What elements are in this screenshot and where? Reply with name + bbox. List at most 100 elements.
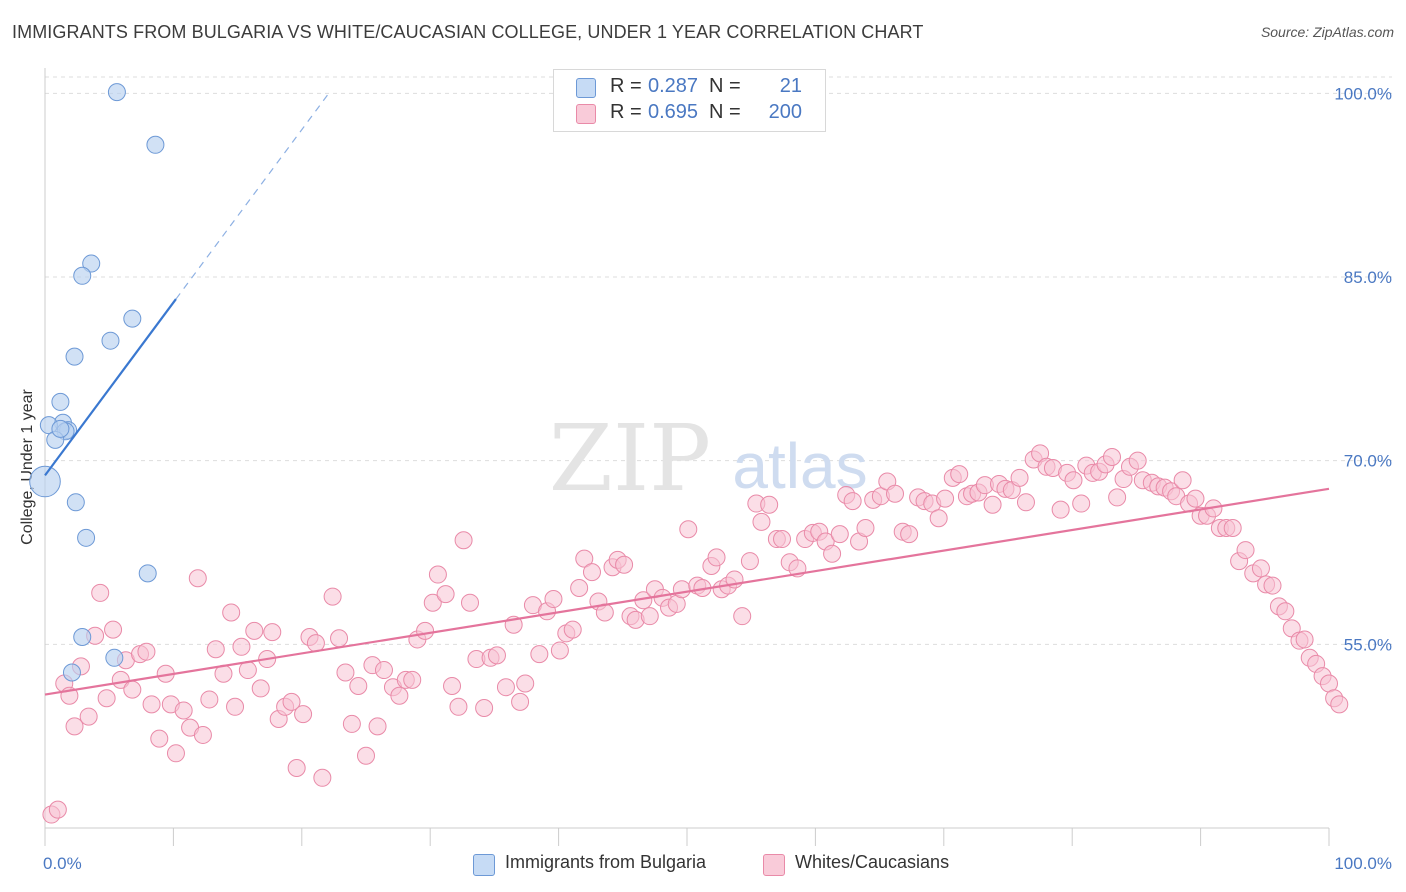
point-whites-caucasians	[368, 717, 387, 736]
point-whites-caucasians	[1108, 488, 1127, 507]
legend-r-value: 0.287	[648, 75, 699, 97]
point-immigrants-bulgaria	[107, 83, 126, 102]
point-whites-caucasians	[544, 590, 563, 609]
point-whites-caucasians	[91, 583, 110, 602]
point-whites-caucasians	[760, 495, 779, 514]
y-tick-label: 85.0%	[1344, 268, 1392, 287]
point-whites-caucasians	[823, 544, 842, 563]
point-whites-caucasians	[1263, 576, 1282, 595]
point-whites-caucasians	[550, 641, 569, 660]
x-tick-label: 100.0%	[1334, 854, 1392, 873]
point-whites-caucasians	[282, 692, 301, 711]
point-whites-caucasians	[166, 744, 185, 763]
point-whites-caucasians	[1016, 493, 1035, 512]
chart-title: IMMIGRANTS FROM BULGARIA VS WHITE/CAUCAS…	[12, 22, 924, 42]
point-whites-caucasians	[323, 587, 342, 606]
point-whites-caucasians	[226, 697, 245, 716]
point-whites-caucasians	[137, 642, 156, 661]
trend-lines	[44, 94, 1330, 696]
y-tick-label: 100.0%	[1334, 84, 1392, 103]
point-whites-caucasians	[1064, 471, 1083, 490]
point-whites-caucasians	[1103, 448, 1122, 467]
point-whites-caucasians	[752, 512, 771, 531]
legend-label-bulgaria: Immigrants from Bulgaria	[505, 852, 707, 872]
point-immigrants-bulgaria	[51, 392, 70, 411]
point-whites-caucasians	[1128, 451, 1147, 470]
point-whites-caucasians	[575, 549, 594, 568]
point-whites-caucasians	[640, 607, 659, 626]
point-whites-caucasians	[582, 563, 601, 582]
tick-labels: 55.0% 70.0% 85.0% 100.0% 0.0% 100.0%	[43, 84, 1392, 873]
point-whites-caucasians	[563, 620, 582, 639]
point-immigrants-bulgaria	[101, 331, 120, 350]
point-whites-caucasians	[1251, 559, 1270, 578]
point-whites-caucasians	[449, 697, 468, 716]
point-whites-caucasians	[245, 621, 264, 640]
point-whites-caucasians	[200, 690, 219, 709]
point-whites-caucasians	[1051, 500, 1070, 519]
source-label: Source: ZipAtlas.com	[1260, 24, 1394, 40]
legend-swatch-pink	[576, 104, 596, 124]
point-immigrants-bulgaria	[62, 663, 81, 682]
point-whites-caucasians	[733, 607, 752, 626]
watermark-zip: ZIP	[549, 405, 711, 512]
point-whites-caucasians	[570, 579, 589, 598]
series-immigrants-from-bulgaria	[29, 83, 165, 682]
y-tick-label: 70.0%	[1344, 452, 1392, 471]
point-immigrants-bulgaria	[82, 254, 101, 273]
point-whites-caucasians	[936, 489, 955, 508]
point-whites-caucasians	[1223, 519, 1242, 538]
point-immigrants-bulgaria	[29, 465, 61, 498]
point-immigrants-bulgaria	[146, 135, 165, 154]
legend-r-value: 0.695	[648, 101, 699, 123]
point-whites-caucasians	[843, 492, 862, 511]
point-whites-caucasians	[330, 629, 349, 648]
point-whites-caucasians	[475, 699, 494, 718]
point-whites-caucasians	[1295, 630, 1314, 649]
legend-swatch-pink	[763, 854, 785, 876]
point-whites-caucasians	[306, 634, 325, 653]
point-whites-caucasians	[1236, 541, 1255, 560]
point-whites-caucasians	[390, 686, 409, 705]
point-whites-caucasians	[1186, 489, 1205, 508]
point-whites-caucasians	[416, 621, 435, 640]
point-whites-caucasians	[679, 520, 698, 539]
point-immigrants-bulgaria	[51, 419, 70, 438]
point-whites-caucasians	[336, 663, 355, 682]
point-whites-caucasians	[142, 695, 161, 714]
point-whites-caucasians	[104, 620, 123, 639]
legend-n-label: N =	[709, 75, 741, 97]
point-whites-caucasians	[886, 484, 905, 503]
trend-line-whites	[44, 487, 1330, 696]
point-immigrants-bulgaria	[77, 528, 96, 547]
point-whites-caucasians	[188, 569, 207, 588]
point-whites-caucasians	[672, 580, 691, 599]
point-whites-caucasians	[454, 531, 473, 550]
point-whites-caucasians	[123, 680, 142, 699]
point-whites-caucasians	[65, 717, 84, 736]
trend-line-bulgaria-extension	[175, 94, 328, 300]
legend-label-whites: Whites/Caucasians	[795, 852, 950, 872]
point-whites-caucasians	[740, 552, 759, 571]
point-whites-caucasians	[193, 725, 212, 744]
point-whites-caucasians	[773, 530, 792, 549]
point-whites-caucasians	[97, 689, 116, 708]
point-whites-caucasians	[423, 593, 442, 612]
axis-layer	[44, 68, 1330, 846]
legend-swatch-blue	[576, 78, 596, 98]
point-whites-caucasians	[294, 705, 313, 724]
point-whites-caucasians	[232, 637, 251, 656]
point-whites-caucasians	[342, 714, 361, 733]
watermark: ZIP atlas	[549, 405, 868, 512]
point-whites-caucasians	[150, 729, 169, 748]
point-immigrants-bulgaria	[66, 493, 85, 512]
point-whites-caucasians	[436, 585, 455, 604]
point-whites-caucasians	[263, 623, 282, 642]
legend-n-value: 200	[768, 101, 802, 123]
point-immigrants-bulgaria	[138, 564, 157, 583]
point-whites-caucasians	[357, 746, 375, 765]
stats-legend: R = 0.287 N = 21 R = 0.695 N = 200	[553, 69, 826, 132]
point-whites-caucasians	[1276, 602, 1295, 621]
legend-swatch-blue	[473, 854, 495, 876]
legend-n-label: N =	[709, 101, 741, 123]
